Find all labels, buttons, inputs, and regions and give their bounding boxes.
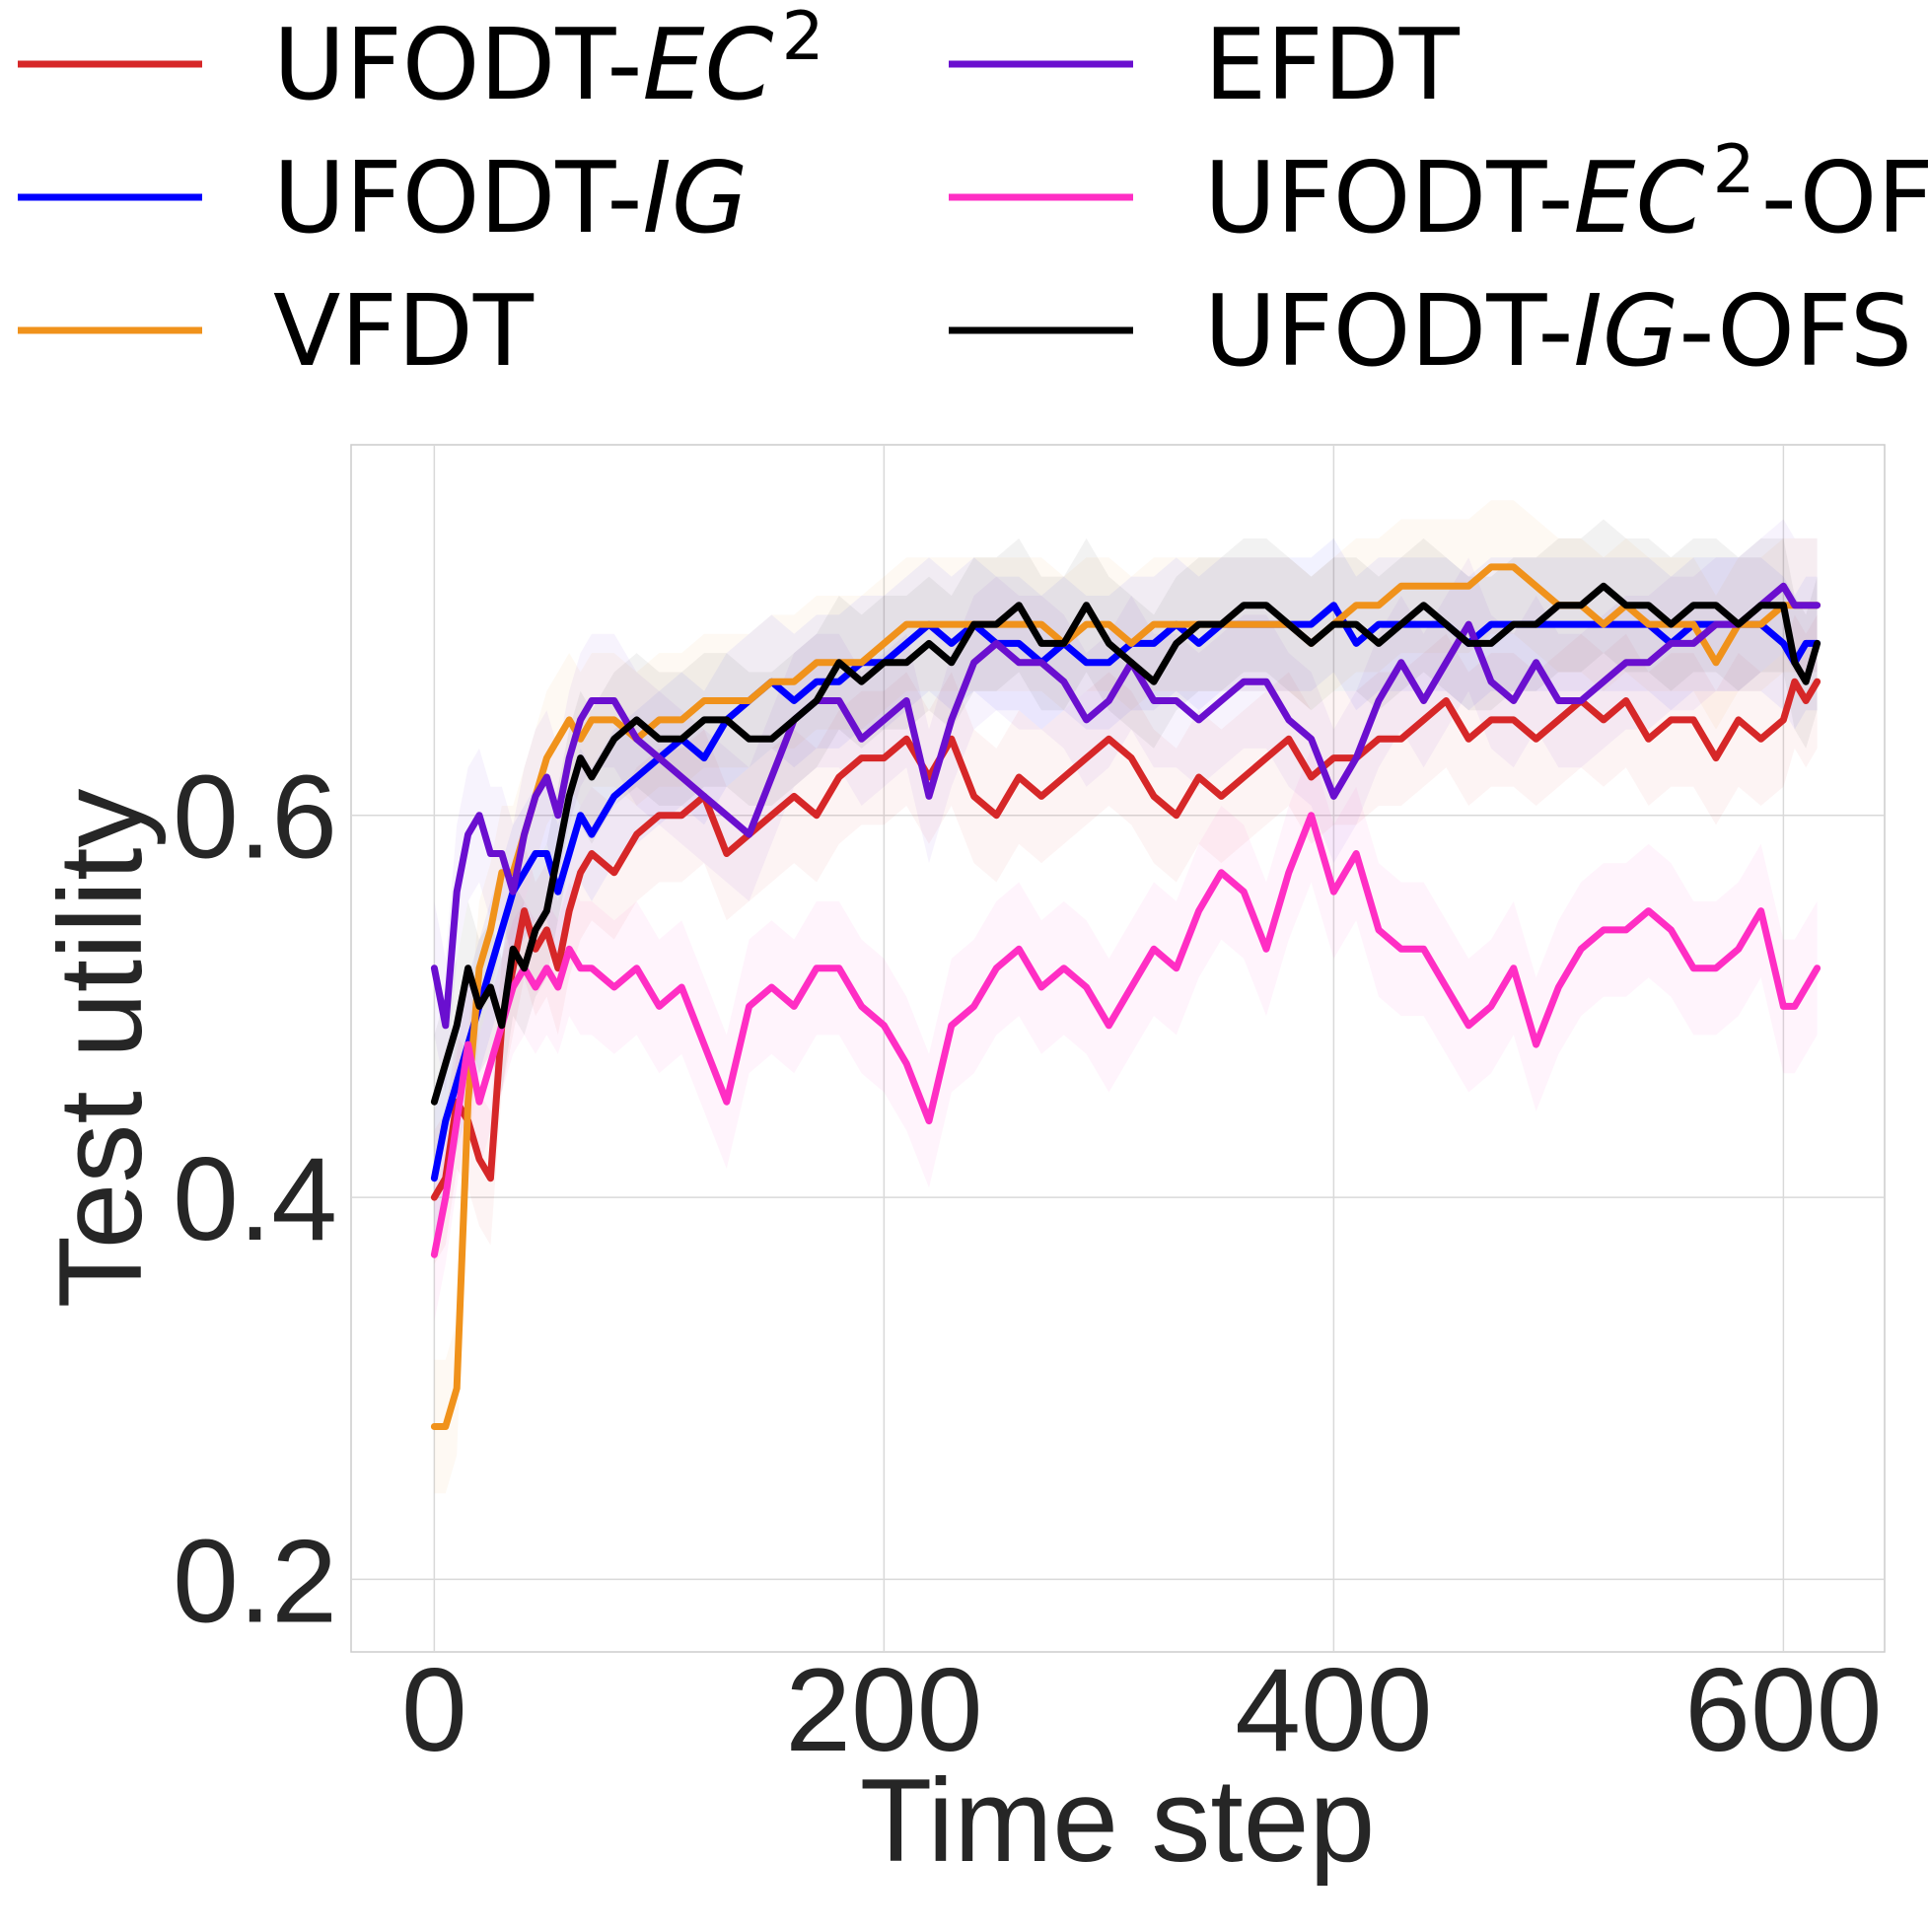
confidence-band [434,614,1818,1264]
x-tick-label: 600 [1684,1644,1882,1776]
legend-label: UFODT-IG [273,140,748,255]
x-tick-label: 400 [1235,1644,1432,1776]
confidence-band [434,500,1818,1494]
legend-label: VFDT [273,273,535,389]
x-axis-ticks: 0 200 400 600 [401,1644,1883,1776]
legend-label: UFODT-EC2-OFS [1204,131,1928,255]
series-line [430,678,1821,1201]
x-axis-title: Time step [860,1754,1375,1887]
series-line [430,582,1821,1030]
grid [351,445,1885,1652]
series-lines [430,563,1821,1430]
x-tick-label: 0 [401,1644,467,1776]
y-tick-label: 0.6 [173,751,337,884]
y-tick-label: 0.2 [173,1515,337,1647]
x-tick-label: 200 [785,1644,982,1776]
y-tick-label: 0.4 [173,1133,337,1265]
series-line [430,812,1821,1258]
y-axis-title: Test utility [35,789,167,1309]
confidence-band [434,748,1818,1322]
y-axis-ticks: 0.2 0.4 0.6 [173,751,337,1648]
legend-label: UFODT-EC 2 [273,0,824,122]
confidence-band [434,537,1818,1246]
plot-area [350,444,1886,1653]
confidence-band [434,519,1818,1093]
legend-label: UFODT-IG-OFS [1204,273,1912,389]
legend-label: EFDT [1204,7,1461,122]
series-line [430,582,1821,1106]
